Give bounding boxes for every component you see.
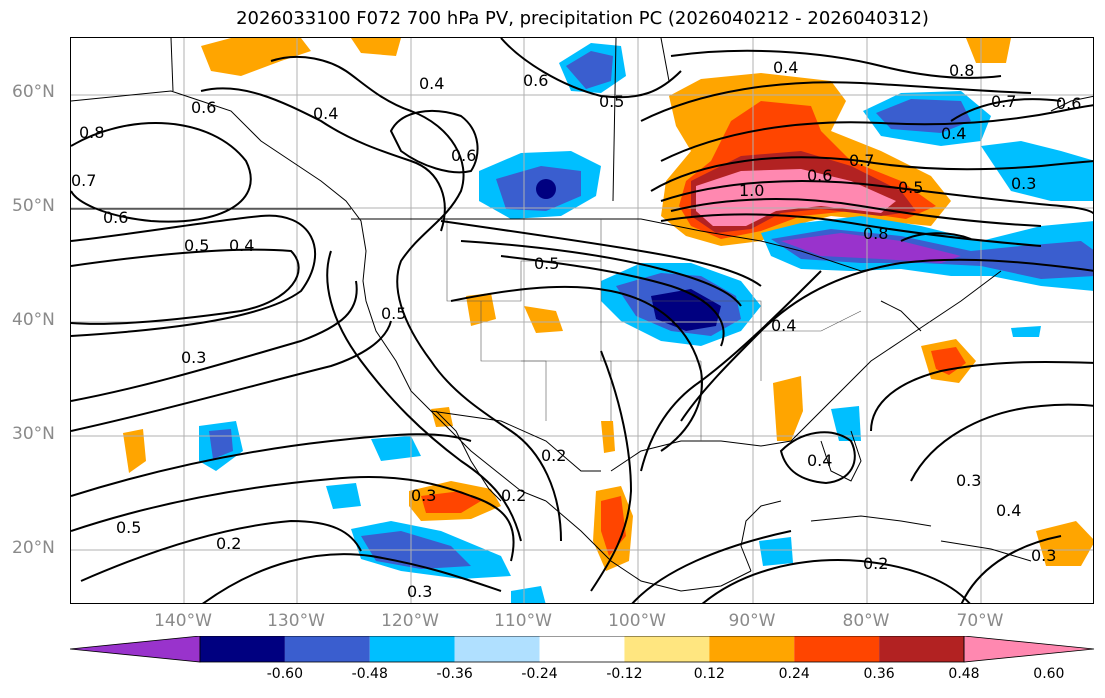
lon-label-100w: 100°W [608,611,666,631]
map-title: 2026033100 F072 700 hPa PV, precipitatio… [236,8,929,29]
lon-label-130w: 130°W [267,611,325,631]
colorbar-segment [539,636,625,662]
contour-label: 0.8 [949,61,974,80]
contour-label: 0.5 [116,518,141,537]
colorbar-tick-label: -0.24 [521,666,558,682]
lon-label-120w: 120°W [381,611,439,631]
colorbar-tick-label: 0.48 [948,666,980,682]
lon-label-70w: 70°W [956,611,1004,631]
contour-label: 0.3 [1031,546,1056,565]
contour-label: 0.6 [103,208,128,227]
lat-label-20n: 20°N [12,538,55,558]
contour-label: 0.7 [991,92,1016,111]
contour-label: 0.2 [501,486,526,505]
colorbar-segment [879,636,964,662]
map-panel: 0.4 0.6 0.5 0.4 0.8 0.7 0.6 0.6 0.4 0.8 … [70,37,1094,604]
contour-label: 0.5 [534,254,559,273]
graticule [71,38,1093,603]
contour-label: 0.6 [191,98,216,117]
colorbar [70,636,1095,663]
map-canvas: 0.4 0.6 0.5 0.4 0.8 0.7 0.6 0.6 0.4 0.8 … [71,38,1093,603]
contour-label: 0.3 [956,471,981,490]
contour-label: 0.4 [771,316,796,335]
contour-label: 0.7 [71,171,96,190]
contour-label: 0.3 [1011,174,1036,193]
contour-label: 0.4 [807,451,832,470]
lat-label-30n: 30°N [12,424,55,444]
colorbar-tick-label: -0.60 [266,666,303,682]
contour-label: 0.4 [996,501,1021,520]
contour-label: 0.2 [863,554,888,573]
contour-label: 0.4 [419,74,444,93]
lon-label-90w: 90°W [728,611,776,631]
contour-label: 0.2 [541,446,566,465]
lat-label-50n: 50°N [12,196,55,216]
colorbar-segment [369,636,455,662]
lat-label-60n: 60°N [12,82,55,102]
contour-label: 0.5 [599,92,624,111]
pv-contours [71,38,1093,603]
contour-label: 0.7 [849,151,874,170]
contour-label: 0.6 [523,71,548,90]
contour-label: 0.4 [229,236,254,255]
contour-label: 0.6 [1056,94,1081,113]
colorbar-tick-label: -0.48 [351,666,388,682]
contour-label: 0.4 [941,124,966,143]
contour-label: 0.6 [451,146,476,165]
contour-label: 0.4 [313,104,338,123]
lon-label-110w: 110°W [494,611,552,631]
precip-shading [123,38,1093,603]
contour-label: 0.5 [184,236,209,255]
contour-label: 1.0 [739,181,764,200]
colorbar-segment [454,636,540,662]
lon-label-140w: 140°W [154,611,212,631]
colorbar-segment [624,636,710,662]
contour-label: 0.8 [79,123,104,142]
colorbar-tick-label: 0.60 [1033,666,1065,682]
contour-label: 0.4 [773,58,798,77]
lat-label-40n: 40°N [12,310,55,330]
contour-label: 0.5 [898,178,923,197]
colorbar-segment [794,636,880,662]
colorbar-segment [200,636,285,662]
colorbar-tick-label: 0.24 [778,666,810,682]
contour-label: 0.2 [216,534,241,553]
contour-label: 0.5 [381,304,406,323]
contour-labels: 0.4 0.6 0.5 0.4 0.8 0.7 0.6 0.6 0.4 0.8 … [71,58,1081,601]
contour-label: 0.3 [407,582,432,601]
colorbar-extend-low [70,636,201,663]
colorbar-tick-label: -0.36 [436,666,473,682]
contour-label: 0.6 [807,166,832,185]
colorbar-tick-label: -0.12 [606,666,643,682]
colorbar-extend-high [963,636,1095,663]
colorbar-segment [284,636,370,662]
lon-label-80w: 80°W [842,611,890,631]
colorbar-tick-label: 0.12 [693,666,725,682]
coastlines [71,38,1093,592]
colorbar-tick-label: 0.36 [863,666,895,682]
contour-label: 0.8 [863,224,888,243]
contour-label: 0.3 [181,348,206,367]
contour-label: 0.3 [411,486,436,505]
colorbar-segment [709,636,795,662]
